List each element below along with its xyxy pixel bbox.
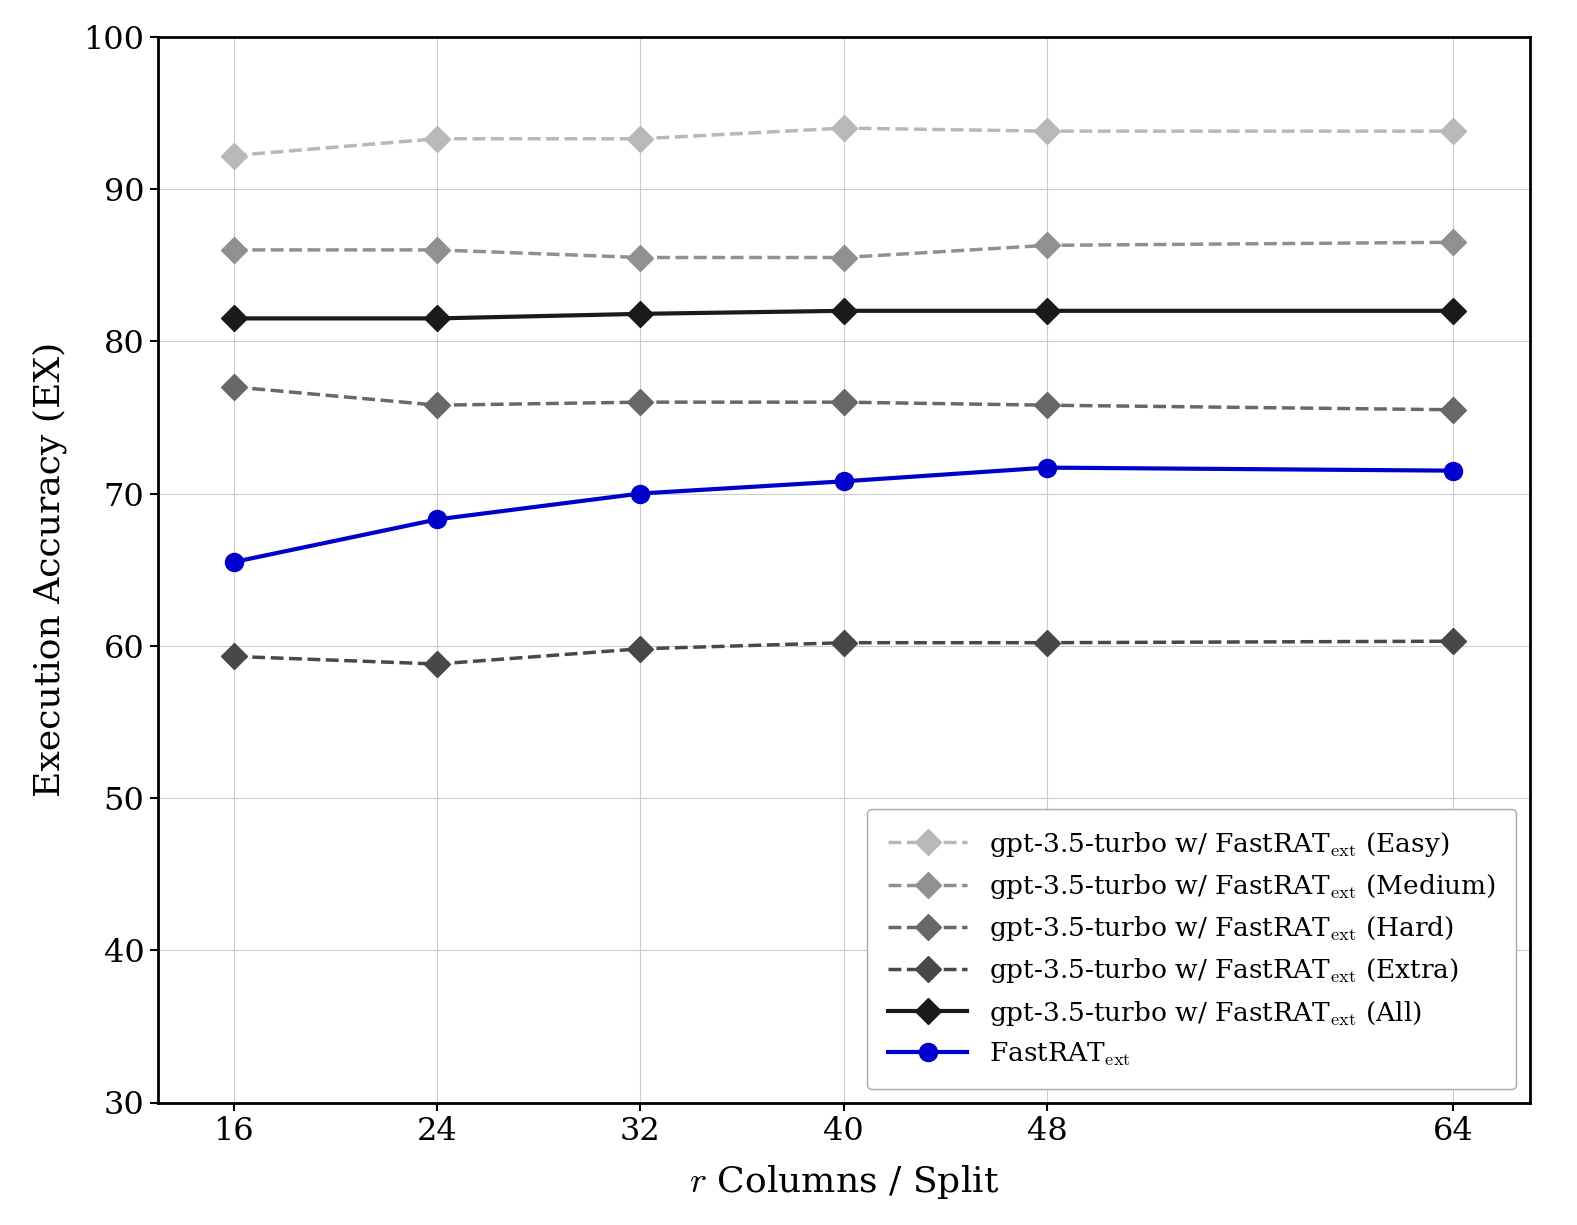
gpt-3.5-turbo w/ FastRAT$_\mathrm{ext}$ (Hard) bbox=[427, 398, 446, 413]
Line: gpt-3.5-turbo w/ FastRAT$_\mathrm{ext}$ (Hard): gpt-3.5-turbo w/ FastRAT$_\mathrm{ext}$ … bbox=[226, 377, 1462, 419]
gpt-3.5-turbo w/ FastRAT$_\mathrm{ext}$ (Easy) bbox=[427, 131, 446, 146]
gpt-3.5-turbo w/ FastRAT$_\mathrm{ext}$ (Extra) bbox=[1445, 633, 1463, 648]
FastRAT$_\mathrm{ext}$ bbox=[834, 474, 853, 489]
gpt-3.5-turbo w/ FastRAT$_\mathrm{ext}$ (Medium) bbox=[427, 243, 446, 257]
gpt-3.5-turbo w/ FastRAT$_\mathrm{ext}$ (Extra) bbox=[1038, 636, 1057, 650]
gpt-3.5-turbo w/ FastRAT$_\mathrm{ext}$ (Hard) bbox=[224, 380, 243, 394]
gpt-3.5-turbo w/ FastRAT$_\mathrm{ext}$ (Easy) bbox=[1038, 124, 1057, 138]
gpt-3.5-turbo w/ FastRAT$_\mathrm{ext}$ (Extra) bbox=[427, 657, 446, 671]
FastRAT$_\mathrm{ext}$ bbox=[1445, 463, 1463, 478]
gpt-3.5-turbo w/ FastRAT$_\mathrm{ext}$ (Medium) bbox=[1038, 238, 1057, 252]
X-axis label: $r$ Columns / Split: $r$ Columns / Split bbox=[689, 1164, 998, 1202]
gpt-3.5-turbo w/ FastRAT$_\mathrm{ext}$ (Medium) bbox=[1445, 235, 1463, 250]
FastRAT$_\mathrm{ext}$ bbox=[427, 512, 446, 527]
gpt-3.5-turbo w/ FastRAT$_\mathrm{ext}$ (Easy) bbox=[834, 121, 853, 136]
gpt-3.5-turbo w/ FastRAT$_\mathrm{ext}$ (Easy) bbox=[224, 148, 243, 163]
Line: gpt-3.5-turbo w/ FastRAT$_\mathrm{ext}$ (Easy): gpt-3.5-turbo w/ FastRAT$_\mathrm{ext}$ … bbox=[226, 119, 1462, 164]
gpt-3.5-turbo w/ FastRAT$_\mathrm{ext}$ (Medium) bbox=[224, 243, 243, 257]
gpt-3.5-turbo w/ FastRAT$_\mathrm{ext}$ (Easy) bbox=[1445, 124, 1463, 138]
gpt-3.5-turbo w/ FastRAT$_\mathrm{ext}$ (Extra) bbox=[631, 642, 650, 657]
Line: gpt-3.5-turbo w/ FastRAT$_\mathrm{ext}$ (Extra): gpt-3.5-turbo w/ FastRAT$_\mathrm{ext}$ … bbox=[226, 632, 1462, 673]
Line: gpt-3.5-turbo w/ FastRAT$_\mathrm{ext}$ (Medium): gpt-3.5-turbo w/ FastRAT$_\mathrm{ext}$ … bbox=[226, 233, 1462, 267]
gpt-3.5-turbo w/ FastRAT$_\mathrm{ext}$ (Extra) bbox=[834, 636, 853, 650]
gpt-3.5-turbo w/ FastRAT$_\mathrm{ext}$ (Hard) bbox=[1038, 398, 1057, 413]
gpt-3.5-turbo w/ FastRAT$_\mathrm{ext}$ (All) bbox=[631, 306, 650, 321]
gpt-3.5-turbo w/ FastRAT$_\mathrm{ext}$ (Medium) bbox=[631, 250, 650, 265]
Legend: gpt-3.5-turbo w/ FastRAT$_\mathrm{ext}$ (Easy), gpt-3.5-turbo w/ FastRAT$_\mathr: gpt-3.5-turbo w/ FastRAT$_\mathrm{ext}$ … bbox=[867, 808, 1517, 1089]
gpt-3.5-turbo w/ FastRAT$_\mathrm{ext}$ (All) bbox=[1445, 304, 1463, 318]
gpt-3.5-turbo w/ FastRAT$_\mathrm{ext}$ (Easy) bbox=[631, 131, 650, 146]
FastRAT$_\mathrm{ext}$ bbox=[631, 486, 650, 501]
gpt-3.5-turbo w/ FastRAT$_\mathrm{ext}$ (All) bbox=[834, 304, 853, 318]
gpt-3.5-turbo w/ FastRAT$_\mathrm{ext}$ (All) bbox=[224, 311, 243, 326]
Y-axis label: Execution Accuracy (EX): Execution Accuracy (EX) bbox=[32, 342, 66, 797]
gpt-3.5-turbo w/ FastRAT$_\mathrm{ext}$ (All) bbox=[427, 311, 446, 326]
Line: gpt-3.5-turbo w/ FastRAT$_\mathrm{ext}$ (All): gpt-3.5-turbo w/ FastRAT$_\mathrm{ext}$ … bbox=[226, 301, 1462, 327]
gpt-3.5-turbo w/ FastRAT$_\mathrm{ext}$ (Hard) bbox=[834, 394, 853, 409]
gpt-3.5-turbo w/ FastRAT$_\mathrm{ext}$ (Hard) bbox=[1445, 402, 1463, 416]
gpt-3.5-turbo w/ FastRAT$_\mathrm{ext}$ (All) bbox=[1038, 304, 1057, 318]
FastRAT$_\mathrm{ext}$ bbox=[1038, 461, 1057, 475]
gpt-3.5-turbo w/ FastRAT$_\mathrm{ext}$ (Medium) bbox=[834, 250, 853, 265]
Line: FastRAT$_\mathrm{ext}$: FastRAT$_\mathrm{ext}$ bbox=[226, 458, 1462, 571]
gpt-3.5-turbo w/ FastRAT$_\mathrm{ext}$ (Hard) bbox=[631, 394, 650, 409]
gpt-3.5-turbo w/ FastRAT$_\mathrm{ext}$ (Extra) bbox=[224, 649, 243, 664]
FastRAT$_\mathrm{ext}$ bbox=[224, 555, 243, 570]
